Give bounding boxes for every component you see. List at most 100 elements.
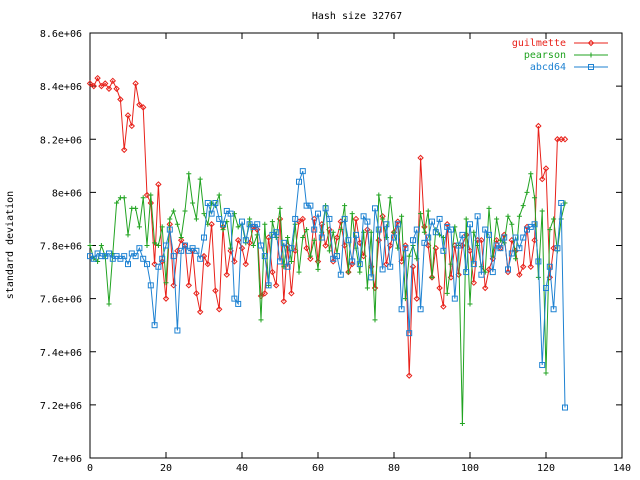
data-point-pearson [345, 269, 351, 275]
data-point-abcd64 [121, 253, 128, 260]
data-point-guilmette [485, 266, 493, 273]
data-point-guilmette [405, 372, 413, 379]
legend-marker-pearson [588, 52, 594, 58]
data-point-abcd64 [132, 253, 139, 260]
data-point-abcd64 [505, 266, 511, 273]
data-point-pearson [425, 208, 431, 214]
data-point-abcd64 [497, 245, 504, 252]
x-tick-label: 100 [461, 463, 479, 474]
data-point-guilmette [234, 236, 242, 244]
data-point-pearson [167, 216, 173, 222]
data-point-guilmette [208, 221, 215, 228]
x-tick-label: 60 [312, 463, 324, 474]
data-point-guilmette [413, 295, 421, 302]
data-point-abcd64 [375, 226, 382, 233]
chart-title: Hash size 32767 [312, 11, 402, 22]
data-point-guilmette [481, 284, 489, 292]
data-point-pearson [402, 296, 408, 302]
x-tick-label: 0 [87, 463, 93, 474]
data-point-pearson [262, 221, 268, 227]
data-point-abcd64 [292, 215, 299, 222]
data-point-abcd64 [235, 300, 242, 307]
data-point-pearson [136, 224, 142, 230]
data-point-pearson [513, 256, 519, 262]
data-point-abcd64 [398, 306, 405, 313]
x-tick-label: 40 [236, 463, 248, 474]
data-point-pearson [193, 216, 199, 222]
data-point-abcd64 [208, 210, 215, 217]
data-point-pearson [444, 290, 450, 296]
data-point-abcd64 [204, 200, 211, 206]
data-point-abcd64 [436, 215, 443, 222]
data-point-guilmette [402, 242, 409, 249]
data-point-abcd64 [516, 245, 523, 252]
data-point-pearson [380, 216, 386, 222]
data-point-abcd64 [562, 404, 568, 411]
data-point-abcd64 [451, 295, 458, 302]
data-point-pearson [140, 195, 146, 201]
data-point-pearson [467, 301, 473, 307]
data-point-abcd64 [372, 205, 378, 212]
data-point-abcd64 [299, 168, 306, 175]
data-point-pearson [114, 200, 120, 206]
data-point-abcd64 [231, 295, 238, 302]
data-point-guilmette [101, 80, 109, 87]
data-point-abcd64 [125, 261, 131, 268]
data-point-abcd64 [349, 258, 356, 265]
data-point-abcd64 [535, 258, 542, 265]
data-point-guilmette [155, 181, 162, 188]
data-point-abcd64 [531, 221, 538, 228]
data-point-pearson [547, 227, 553, 233]
data-point-guilmette [288, 290, 295, 297]
data-point-pearson [148, 192, 154, 198]
data-point-guilmette [280, 298, 288, 305]
data-point-guilmette [143, 191, 151, 199]
data-point-pearson [364, 285, 370, 291]
data-point-guilmette [90, 82, 98, 90]
data-point-pearson [338, 227, 344, 233]
data-point-guilmette [200, 252, 208, 260]
data-point-pearson [520, 203, 526, 209]
data-point-abcd64 [425, 234, 432, 241]
legend-label-guilmette: guilmette [512, 38, 566, 49]
data-point-abcd64 [166, 226, 173, 233]
series-abcd64 [87, 168, 568, 411]
data-point-pearson [159, 224, 165, 230]
data-point-guilmette [98, 82, 105, 90]
data-point-abcd64 [558, 200, 565, 206]
data-point-pearson [505, 213, 511, 219]
data-point-abcd64 [239, 218, 245, 225]
data-point-guilmette [470, 279, 478, 286]
data-point-pearson [471, 229, 477, 235]
data-point-abcd64 [193, 247, 200, 254]
data-point-abcd64 [322, 205, 329, 212]
data-point-guilmette [394, 218, 402, 225]
data-point-abcd64 [463, 269, 470, 276]
data-point-pearson [330, 229, 336, 235]
data-point-abcd64 [273, 229, 280, 236]
data-point-abcd64 [417, 306, 424, 313]
data-point-guilmette [204, 260, 212, 268]
data-point-guilmette [352, 215, 360, 223]
legend-label-abcd64: abcd64 [530, 62, 566, 73]
data-point-abcd64 [402, 245, 409, 252]
data-point-abcd64 [546, 263, 553, 270]
legend-marker-abcd64 [588, 64, 594, 70]
data-point-guilmette [561, 136, 569, 143]
data-point-guilmette [504, 268, 512, 276]
data-point-pearson [235, 224, 241, 230]
data-point-pearson [494, 216, 500, 222]
data-point-abcd64 [413, 226, 420, 233]
data-point-pearson [171, 208, 177, 214]
data-point-pearson [387, 195, 393, 201]
data-point-abcd64 [394, 221, 401, 228]
data-point-pearson [152, 240, 158, 246]
data-point-pearson [315, 266, 321, 272]
data-point-abcd64 [410, 237, 416, 244]
data-point-abcd64 [140, 255, 147, 262]
y-tick-label: 7.2e+06 [40, 401, 82, 412]
data-point-pearson [285, 235, 291, 241]
data-point-guilmette [269, 268, 276, 276]
x-tick-label: 120 [537, 463, 555, 474]
data-point-abcd64 [459, 231, 466, 238]
